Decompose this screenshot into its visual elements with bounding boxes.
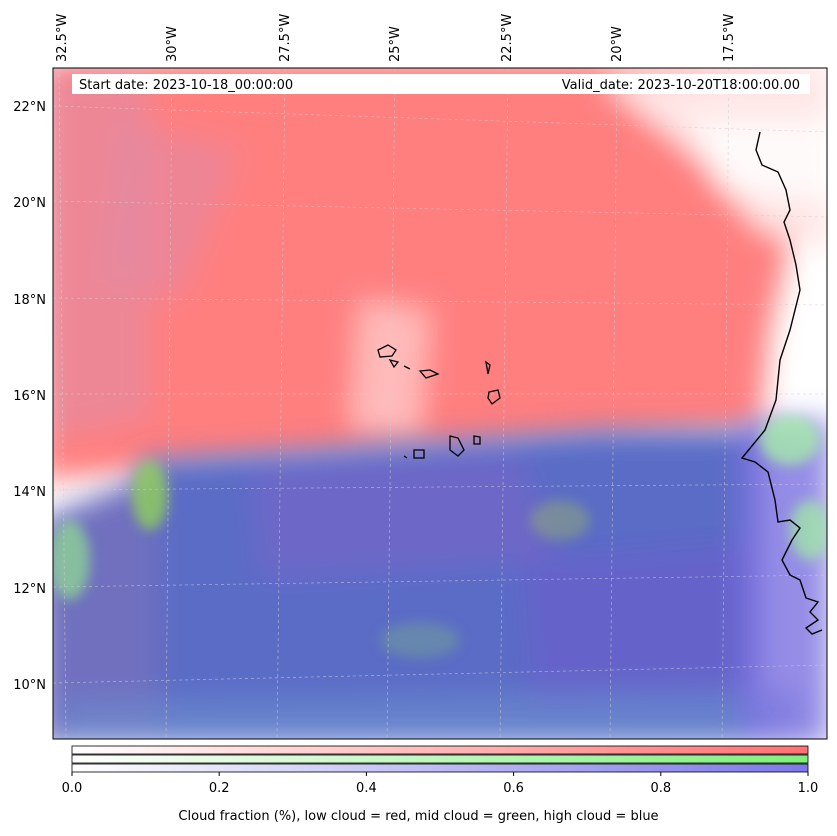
mid-cloud-field: [53, 415, 827, 658]
start-date-label: Start date: 2023-10-18_00:00:00: [79, 78, 294, 93]
map-frame: [52, 67, 828, 740]
latitude-tick-label: 12°N: [13, 582, 46, 597]
colorbar-tick-label: 0.4: [356, 781, 377, 796]
longitude-tick-label: 32.5°W: [55, 14, 70, 62]
latitude-tick-label: 16°N: [13, 389, 46, 404]
longitude-tick-label: 20°W: [610, 26, 625, 62]
longitude-tick-label: 27.5°W: [278, 14, 293, 62]
valid-date-label: Valid_date: 2023-10-20T18:00:00.00: [561, 78, 800, 93]
longitude-tick-label: 25°W: [388, 26, 403, 62]
latitude-tick-label: 20°N: [13, 196, 46, 211]
colorbar-caption: Cloud fraction (%), low cloud = red, mid…: [178, 809, 659, 824]
colorbar-tick-label: 0.6: [503, 781, 524, 796]
latitude-tick-label: 22°N: [13, 100, 46, 115]
colorbar-low-cloud: [71, 745, 809, 755]
map-panel: [53, 68, 827, 739]
colorbar: [71, 745, 809, 773]
colorbar-tick-label: 1.0: [798, 781, 819, 796]
longitude-tick-label: 22.5°W: [500, 14, 515, 62]
latitude-tick-label: 14°N: [13, 485, 46, 500]
latitude-tick-label: 10°N: [13, 678, 46, 693]
low-cloud-field: [53, 68, 827, 479]
africa-coastline: [740, 131, 823, 635]
colorbar-high-cloud: [71, 763, 809, 773]
colorbar-tick-label: 0.0: [62, 781, 83, 796]
latitude-tick-label: 18°N: [13, 293, 46, 308]
longitude-tick-label: 17.5°W: [722, 14, 737, 62]
colorbar-tick-label: 0.8: [650, 781, 671, 796]
colorbar-mid-cloud: [71, 754, 809, 764]
longitude-tick-label: 30°W: [165, 26, 180, 62]
map-gridlines: [53, 68, 827, 739]
colorbar-tick-label: 0.2: [209, 781, 230, 796]
date-band: [72, 74, 810, 94]
cape-verde-islands: [377, 344, 501, 459]
